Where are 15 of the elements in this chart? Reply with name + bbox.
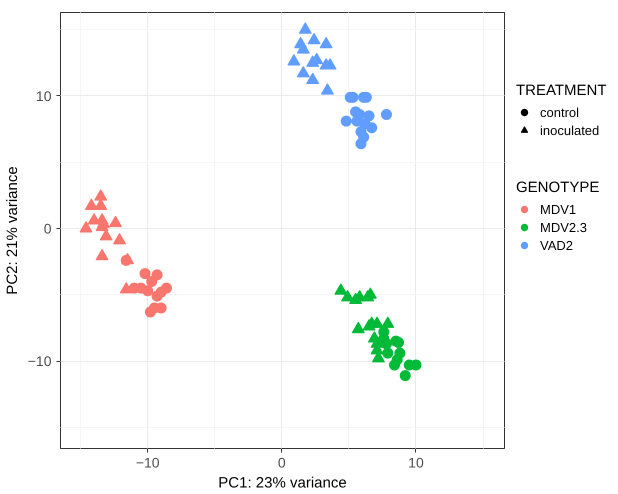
y-tick-label: 0 <box>44 220 52 237</box>
text: GENOTYPE <box>516 179 600 196</box>
x-axis-title: PC1: 23% variance <box>218 474 347 492</box>
legend-label: MDV1 <box>540 201 576 217</box>
text: TREATMENT <box>516 82 607 99</box>
y-tick-label: 10 <box>36 88 52 104</box>
x-tick-label: −10 <box>136 454 160 470</box>
x-tick-label: 0 <box>278 454 286 470</box>
y-tick-label: −10 <box>28 353 52 370</box>
legend-label: inoculated <box>540 122 600 138</box>
y-axis-title: PC2: 21% variance <box>4 166 21 295</box>
legend-label: VAD2 <box>540 237 573 253</box>
legend-label: control <box>540 104 580 120</box>
legend-label: MDV2.3 <box>540 219 587 235</box>
x-tick-label: 10 <box>408 454 424 470</box>
